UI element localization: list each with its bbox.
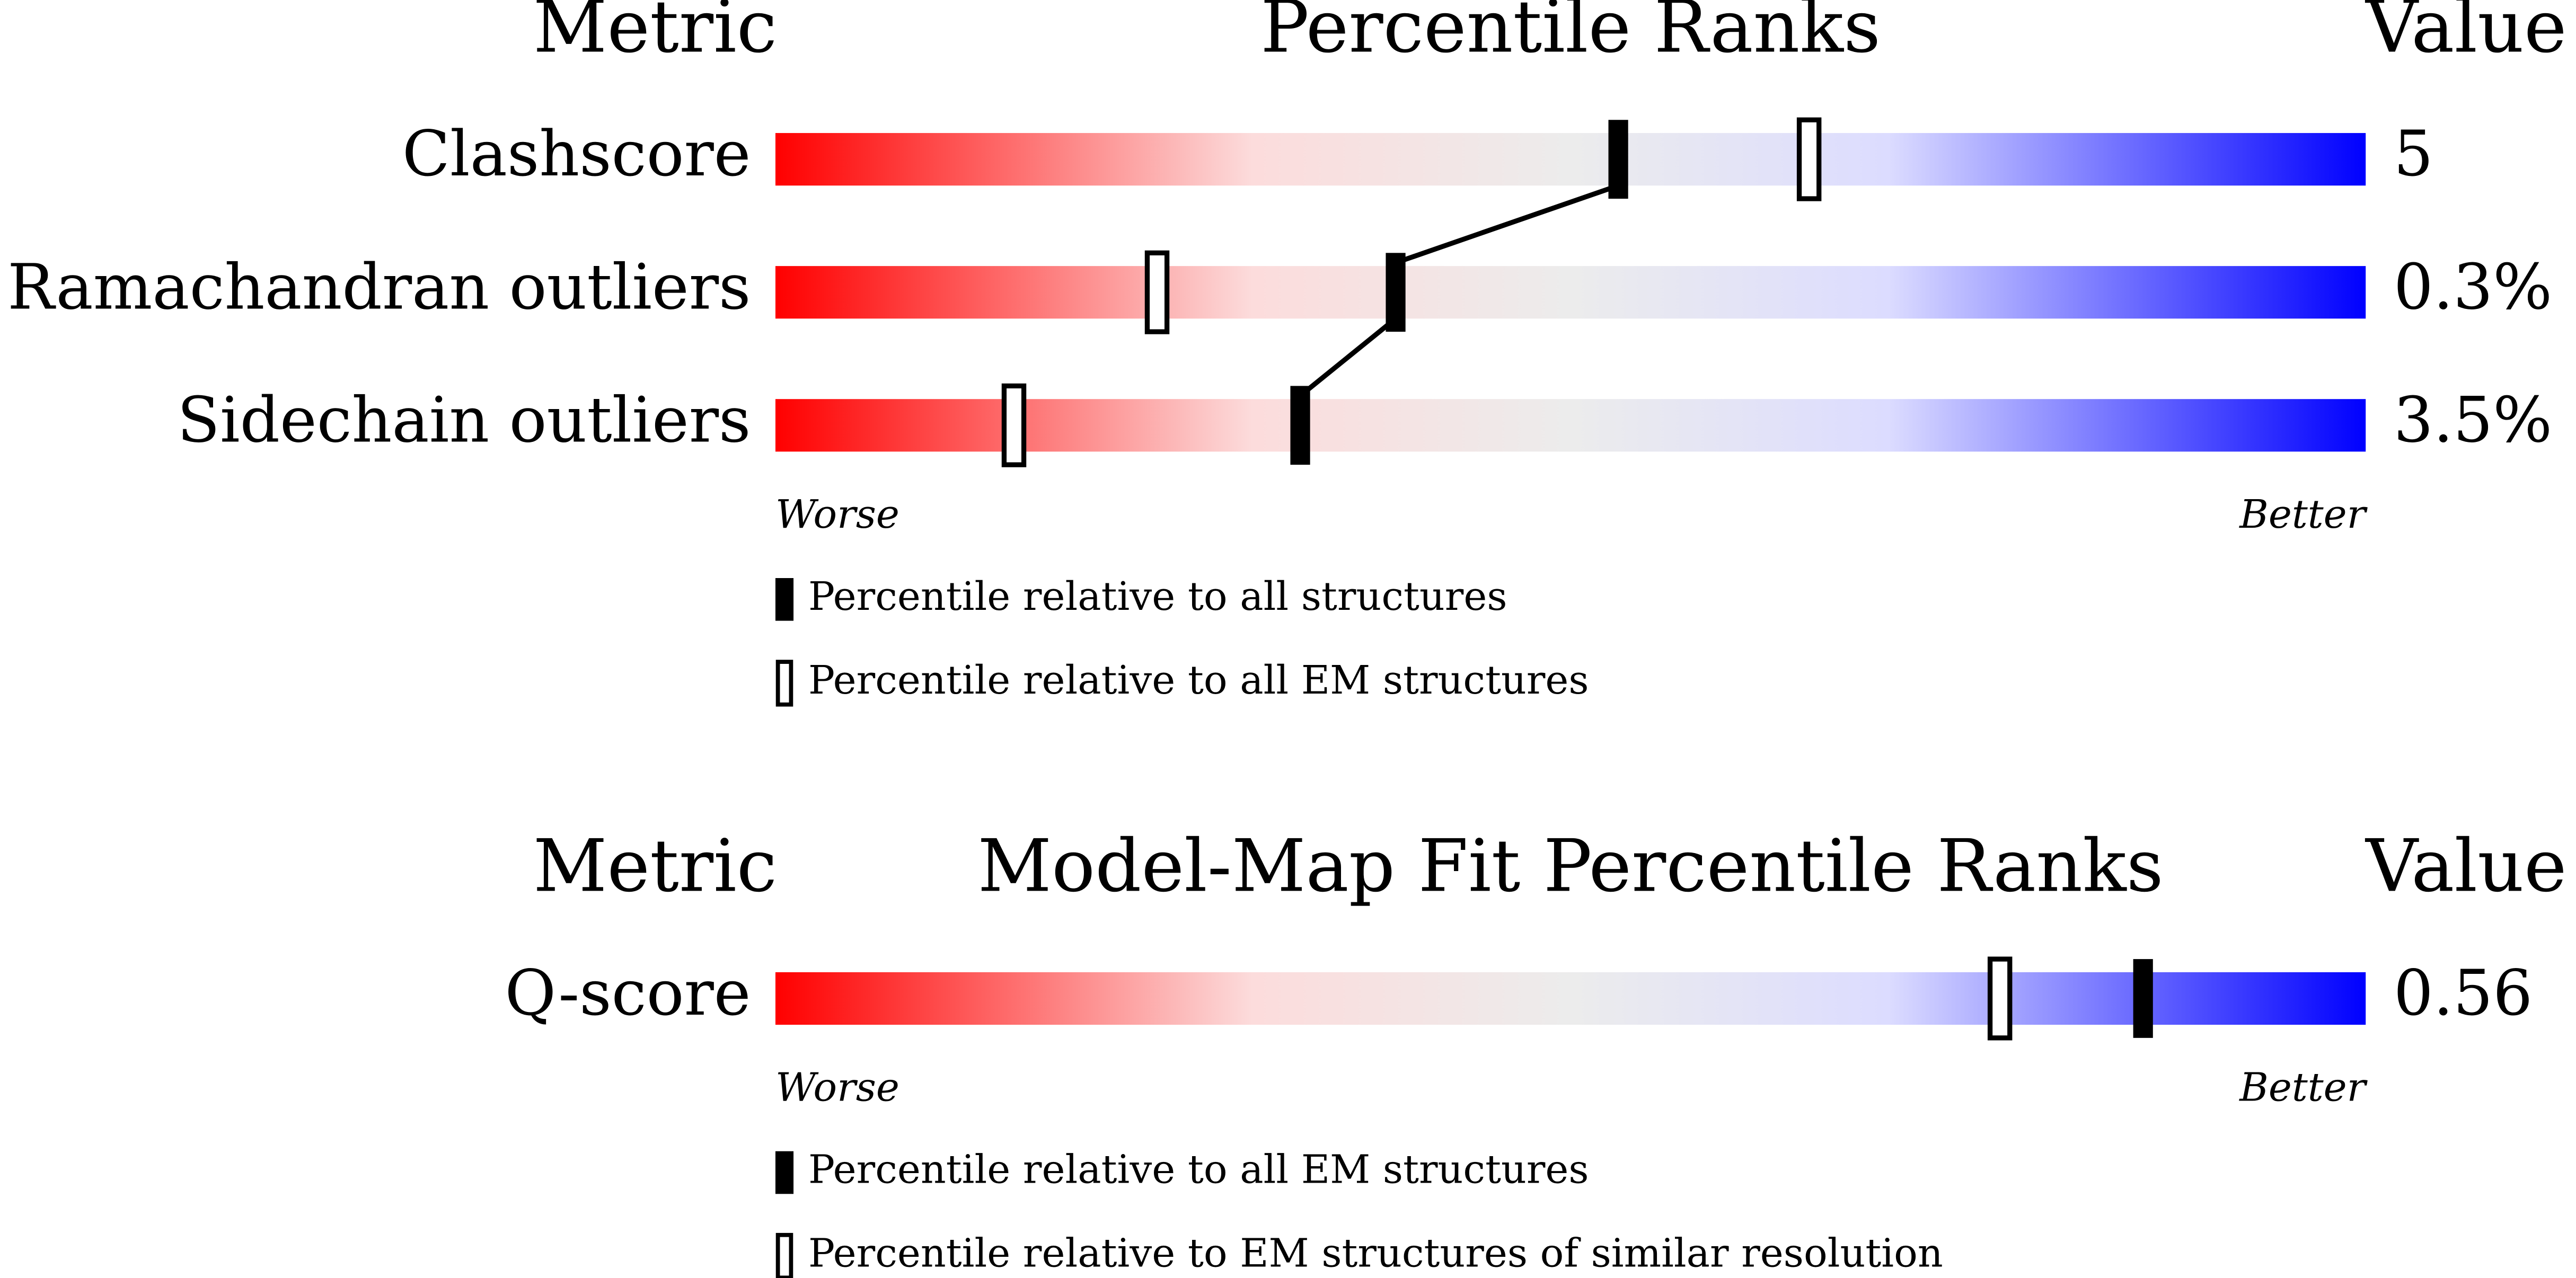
metric-value: 5 bbox=[2394, 118, 2433, 190]
better-label: Better bbox=[2238, 1064, 2368, 1110]
worse-label: Worse bbox=[775, 1064, 899, 1110]
better-label: Better bbox=[2238, 491, 2368, 537]
metric-value: 3.5% bbox=[2394, 384, 2552, 456]
legend-filled bbox=[775, 578, 794, 621]
header-value: Value bbox=[2365, 824, 2566, 908]
metric-label: Ramachandran outliers bbox=[7, 251, 751, 323]
header-value: Value bbox=[2365, 0, 2566, 69]
marker-hollow bbox=[1987, 956, 2013, 1041]
metric-label: Sidechain outliers bbox=[177, 384, 751, 456]
metric-value: 0.3% bbox=[2394, 251, 2552, 323]
header-metric: Metric bbox=[533, 824, 777, 908]
marker-hollow bbox=[1144, 250, 1170, 334]
worse-label: Worse bbox=[775, 491, 899, 537]
legend-label: Percentile relative to all EM structures bbox=[808, 1146, 1589, 1192]
legend-hollow bbox=[775, 660, 793, 707]
legend-hollow bbox=[775, 1232, 793, 1278]
legend-label: Percentile relative to all structures bbox=[808, 573, 1507, 619]
metric-label: Q-score bbox=[505, 957, 751, 1030]
percentile-bar bbox=[775, 972, 2366, 1025]
legend-label: Percentile relative to all EM structures bbox=[808, 657, 1589, 703]
header-metric: Metric bbox=[533, 0, 777, 69]
percentile-bar bbox=[775, 399, 2366, 452]
legend-label: Percentile relative to EM structures of … bbox=[808, 1230, 1943, 1276]
marker-filled bbox=[1386, 253, 1406, 332]
header-title: Percentile Ranks bbox=[1260, 0, 1881, 69]
marker-hollow bbox=[1796, 117, 1822, 201]
legend-filled bbox=[775, 1151, 794, 1194]
marker-filled bbox=[1608, 120, 1628, 199]
marker-filled bbox=[1290, 386, 1310, 465]
metric-value: 0.56 bbox=[2394, 957, 2533, 1030]
header-title: Model-Map Fit Percentile Ranks bbox=[977, 824, 2163, 908]
connector bbox=[1395, 183, 1619, 265]
marker-hollow bbox=[1001, 383, 1027, 467]
percentile-bar bbox=[775, 266, 2366, 319]
metric-label: Clashscore bbox=[402, 118, 751, 190]
percentile-bar bbox=[775, 133, 2366, 186]
connector bbox=[1299, 316, 1398, 398]
marker-filled bbox=[2133, 959, 2153, 1038]
